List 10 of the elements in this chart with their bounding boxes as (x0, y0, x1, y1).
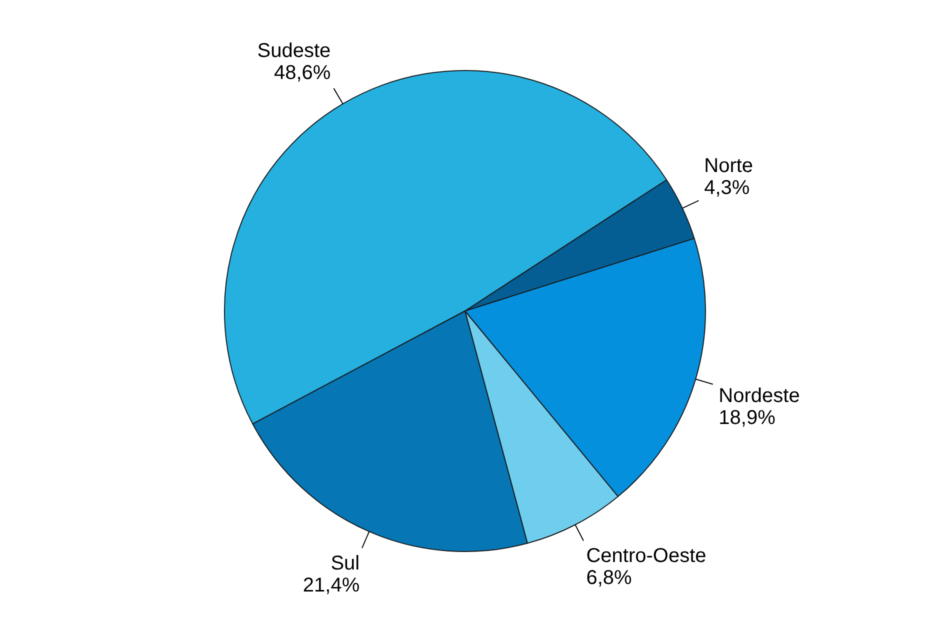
data-label: 48,6% (274, 62, 331, 84)
data-label: 6,8% (586, 567, 632, 590)
data-label: 18,9% (718, 406, 776, 429)
data-label: 4,3% (704, 176, 750, 199)
slice-label: Sul (330, 552, 360, 575)
slice-label: Norte (704, 154, 754, 177)
data-label: 21,4% (302, 574, 360, 597)
slice-label: Sudeste (257, 40, 331, 62)
slice-label: Nordeste (718, 384, 800, 407)
slice-label: Centro-Oeste (586, 545, 706, 568)
